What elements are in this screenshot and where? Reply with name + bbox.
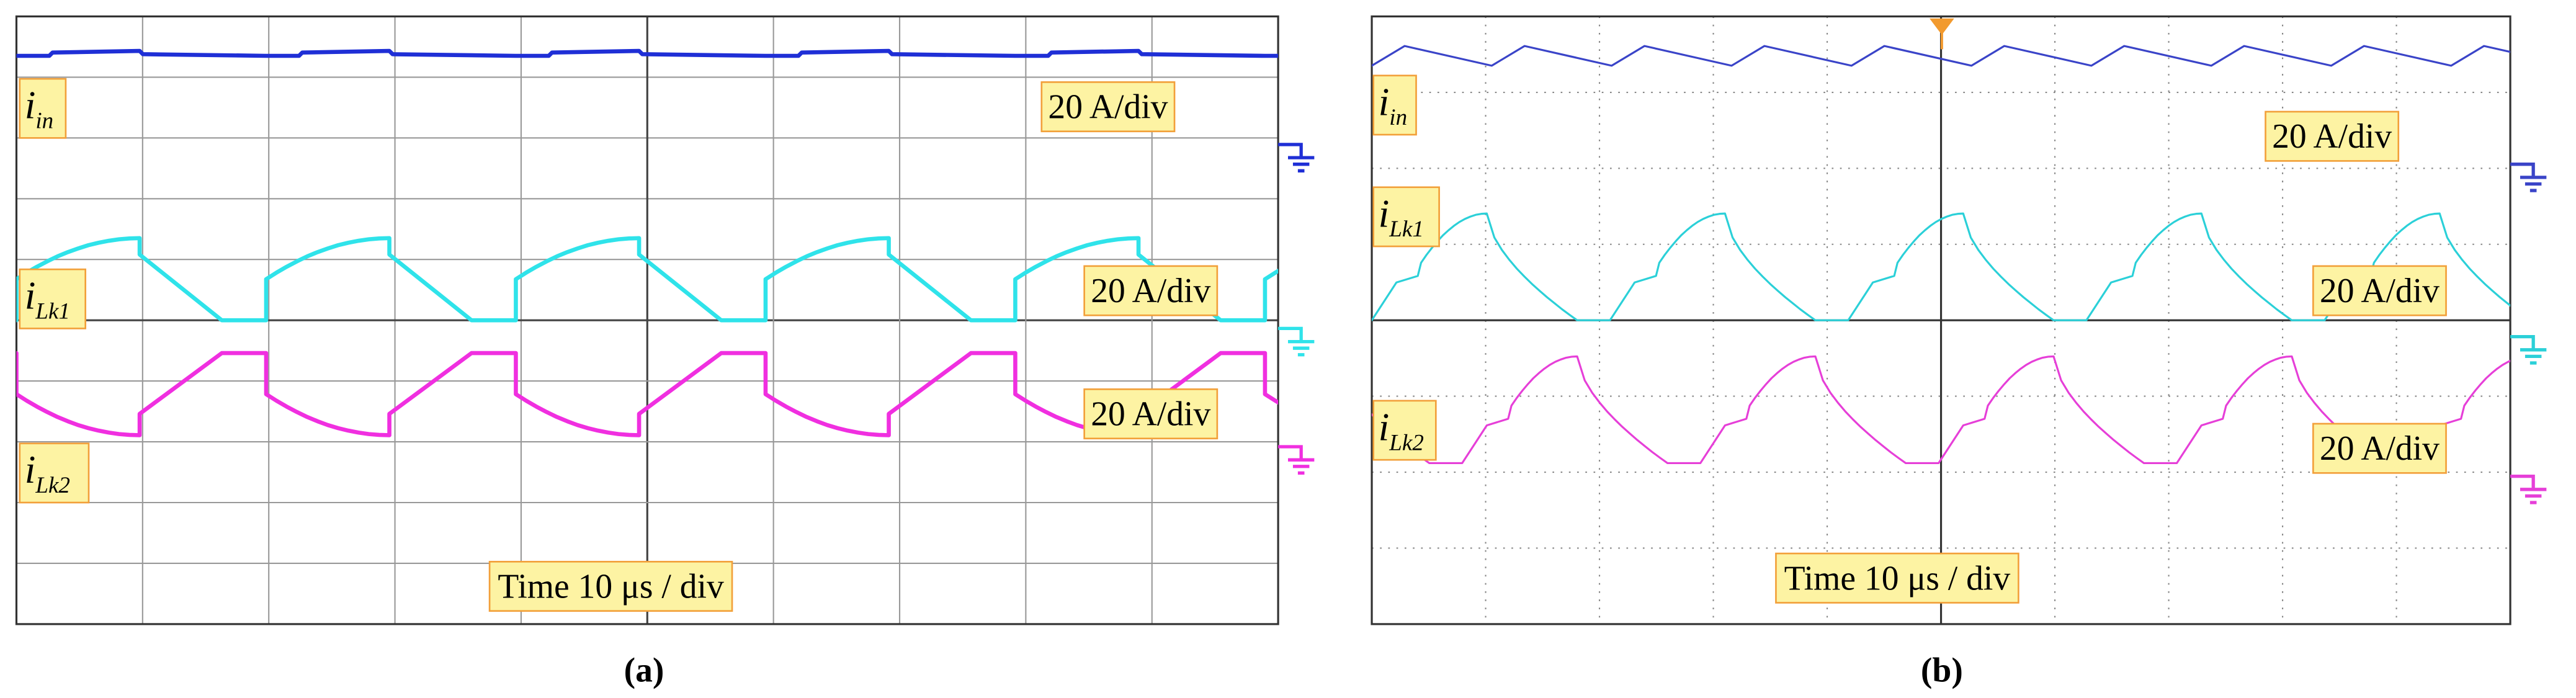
channel-symbol: i xyxy=(1379,191,1390,235)
scale-label: 20 A/div xyxy=(2320,429,2440,468)
panel-label: (a) xyxy=(624,651,664,690)
ground-marker xyxy=(1278,143,1315,172)
channel-subscript: in xyxy=(35,108,53,133)
wave-iin-b xyxy=(1372,45,2511,67)
ground-marker xyxy=(1278,445,1315,475)
channel-symbol: i xyxy=(25,274,36,318)
channel-symbol: i xyxy=(1379,79,1390,123)
channel-subscript: Lk2 xyxy=(35,473,70,498)
wave-ilk2-a xyxy=(16,351,1279,437)
ground-marker xyxy=(1278,326,1315,357)
scale-box xyxy=(2265,110,2400,162)
channel-label-box xyxy=(19,78,67,139)
channel-label: iin xyxy=(25,83,53,134)
scale-box xyxy=(1083,388,1219,440)
channel-subscript: Lk2 xyxy=(1389,430,1424,455)
channel-label-box xyxy=(1372,400,1437,461)
scale-label: 20 A/div xyxy=(2272,117,2392,156)
time-scale: Time 10 μs / div xyxy=(1784,559,2011,597)
scale-box xyxy=(2312,423,2447,474)
scale-label: 20 A/div xyxy=(1048,88,1168,127)
grid-b xyxy=(1372,16,2511,624)
channel-label: iLk1 xyxy=(25,274,70,324)
ground-marker xyxy=(2510,163,2547,192)
channel-symbol: i xyxy=(25,447,36,491)
time-scale: Time 10 μs / div xyxy=(498,568,724,606)
channel-label-box xyxy=(19,442,90,504)
channel-label: iLk2 xyxy=(25,447,70,498)
channel-subscript: in xyxy=(1389,105,1407,130)
ground-marker xyxy=(2510,335,2547,365)
channel-subscript: Lk1 xyxy=(35,299,70,324)
time-box xyxy=(488,560,733,612)
channel-subscript: Lk1 xyxy=(1389,217,1424,242)
channel-label: iin xyxy=(1379,79,1407,130)
channel-label-box xyxy=(1372,186,1440,248)
scale-label: 20 A/div xyxy=(2320,272,2440,310)
time-box xyxy=(1775,552,2019,604)
channel-label: iLk1 xyxy=(1379,191,1424,242)
channel-label: iLk2 xyxy=(1379,405,1424,455)
scale-box xyxy=(2312,265,2447,316)
scale-label: 20 A/div xyxy=(1091,272,1210,310)
scale-label: 20 A/div xyxy=(1091,395,1210,434)
panel-label: (b) xyxy=(1921,651,1963,690)
wave-ilk1-a xyxy=(16,236,1279,323)
ground-marker xyxy=(2510,475,2547,504)
trigger-marker xyxy=(1930,18,1954,50)
scale-box xyxy=(1040,81,1176,133)
waveforms xyxy=(16,45,2547,504)
wave-ilk1-b xyxy=(1372,212,2511,321)
channel-label-box xyxy=(19,268,87,329)
channel-symbol: i xyxy=(1379,405,1390,449)
scale-box xyxy=(1083,265,1219,316)
channel-symbol: i xyxy=(25,83,36,127)
channel-label-box xyxy=(1372,74,1417,136)
wave-iin-a xyxy=(16,48,1279,58)
